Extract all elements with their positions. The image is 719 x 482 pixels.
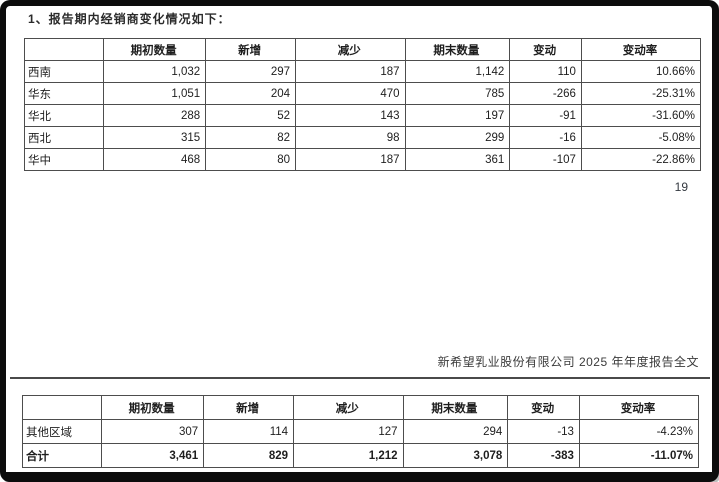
col-header-region: [23, 38, 105, 61]
col-header-change-rate: 变动率: [580, 38, 702, 61]
col-header-reduced: 减少: [295, 38, 406, 61]
cell-value: 187: [295, 60, 406, 83]
region-label: 华东: [23, 82, 105, 105]
cell-value: -31.60%: [580, 104, 702, 127]
table-row: 其他区域 307 114 127 294 -13 -4.23%: [21, 419, 700, 444]
cell-value: -266: [509, 82, 582, 105]
table-row: 西南 1,032 297 187 1,142 110 10.66%: [23, 60, 702, 83]
cell-value: 1,032: [103, 60, 207, 83]
section-title: 1、报告期内经销商变化情况如下：: [28, 12, 231, 26]
col-header-region: [21, 395, 103, 420]
cell-value: -5.08%: [580, 126, 702, 149]
cell-value: 98: [295, 126, 406, 149]
col-header-reduced: 减少: [293, 395, 404, 420]
cell-value: 1,212: [293, 443, 404, 468]
cell-value: 52: [205, 104, 297, 127]
cell-value: 470: [295, 82, 406, 105]
cell-value: 82: [205, 126, 297, 149]
header-rule-divider: [10, 377, 710, 379]
total-label: 合计: [21, 443, 103, 468]
cell-value: 1,051: [103, 82, 207, 105]
col-header-change: 变动: [509, 38, 582, 61]
cell-value: 1,142: [404, 60, 511, 83]
cell-value: 143: [295, 104, 406, 127]
cell-value: -16: [509, 126, 582, 149]
cell-value: 299: [404, 126, 511, 149]
cell-value: -25.31%: [580, 82, 702, 105]
region-label: 西南: [23, 60, 105, 83]
cell-value: 294: [402, 419, 509, 444]
col-header-closing: 期末数量: [404, 38, 511, 61]
table-row: 西北 315 82 98 299 -16 -5.08%: [23, 126, 702, 149]
cell-value: 3,078: [402, 443, 509, 468]
report-header-text: 新希望乳业股份有限公司 2025 年年度报告全文: [437, 355, 699, 369]
cell-value: -13: [507, 419, 580, 444]
table-row: 华北 288 52 143 197 -91 -31.60%: [23, 104, 702, 127]
cell-value: 288: [103, 104, 207, 127]
cell-value: -11.07%: [578, 443, 700, 468]
col-header-change-rate: 变动率: [578, 395, 700, 420]
col-header-closing: 期末数量: [402, 395, 509, 420]
region-label: 其他区域: [21, 419, 103, 444]
cell-value: -22.86%: [580, 148, 702, 171]
cell-value: -91: [509, 104, 582, 127]
cell-value: 3,461: [101, 443, 205, 468]
cell-value: 361: [404, 148, 511, 171]
cell-value: 204: [205, 82, 297, 105]
page-number: 19: [674, 180, 688, 194]
cell-value: 307: [101, 419, 205, 444]
cell-value: 110: [509, 60, 582, 83]
cell-value: 127: [293, 419, 404, 444]
table-total-row: 合计 3,461 829 1,212 3,078 -383 -11.07%: [21, 443, 700, 468]
cell-value: 10.66%: [580, 60, 702, 83]
col-header-opening: 期初数量: [103, 38, 207, 61]
cell-value: 187: [295, 148, 406, 171]
col-header-added: 新增: [203, 395, 295, 420]
table-header-row: 期初数量 新增 减少 期末数量 变动 变动率: [23, 38, 702, 61]
cell-value: 197: [404, 104, 511, 127]
cell-value: 114: [203, 419, 295, 444]
cell-value: -107: [509, 148, 582, 171]
table-header-row: 期初数量 新增 减少 期末数量 变动 变动率: [21, 395, 700, 420]
distributor-change-table-regions: 期初数量 新增 减少 期末数量 变动 变动率 西南 1,032 297 187 …: [23, 38, 702, 171]
cell-value: 315: [103, 126, 207, 149]
col-header-opening: 期初数量: [101, 395, 205, 420]
cell-value: 829: [203, 443, 295, 468]
region-label: 华北: [23, 104, 105, 127]
col-header-change: 变动: [507, 395, 580, 420]
table-row: 华中 468 80 187 361 -107 -22.86%: [23, 148, 702, 171]
distributor-change-table-totals: 期初数量 新增 减少 期末数量 变动 变动率 其他区域 307 114 127 …: [21, 395, 700, 468]
table-row: 华东 1,051 204 470 785 -266 -25.31%: [23, 82, 702, 105]
cell-value: 80: [205, 148, 297, 171]
cell-value: 785: [404, 82, 511, 105]
cell-value: -4.23%: [578, 419, 700, 444]
cell-value: 297: [205, 60, 297, 83]
cell-value: -383: [507, 443, 580, 468]
region-label: 华中: [23, 148, 105, 171]
col-header-added: 新增: [205, 38, 297, 61]
region-label: 西北: [23, 126, 105, 149]
cell-value: 468: [103, 148, 207, 171]
